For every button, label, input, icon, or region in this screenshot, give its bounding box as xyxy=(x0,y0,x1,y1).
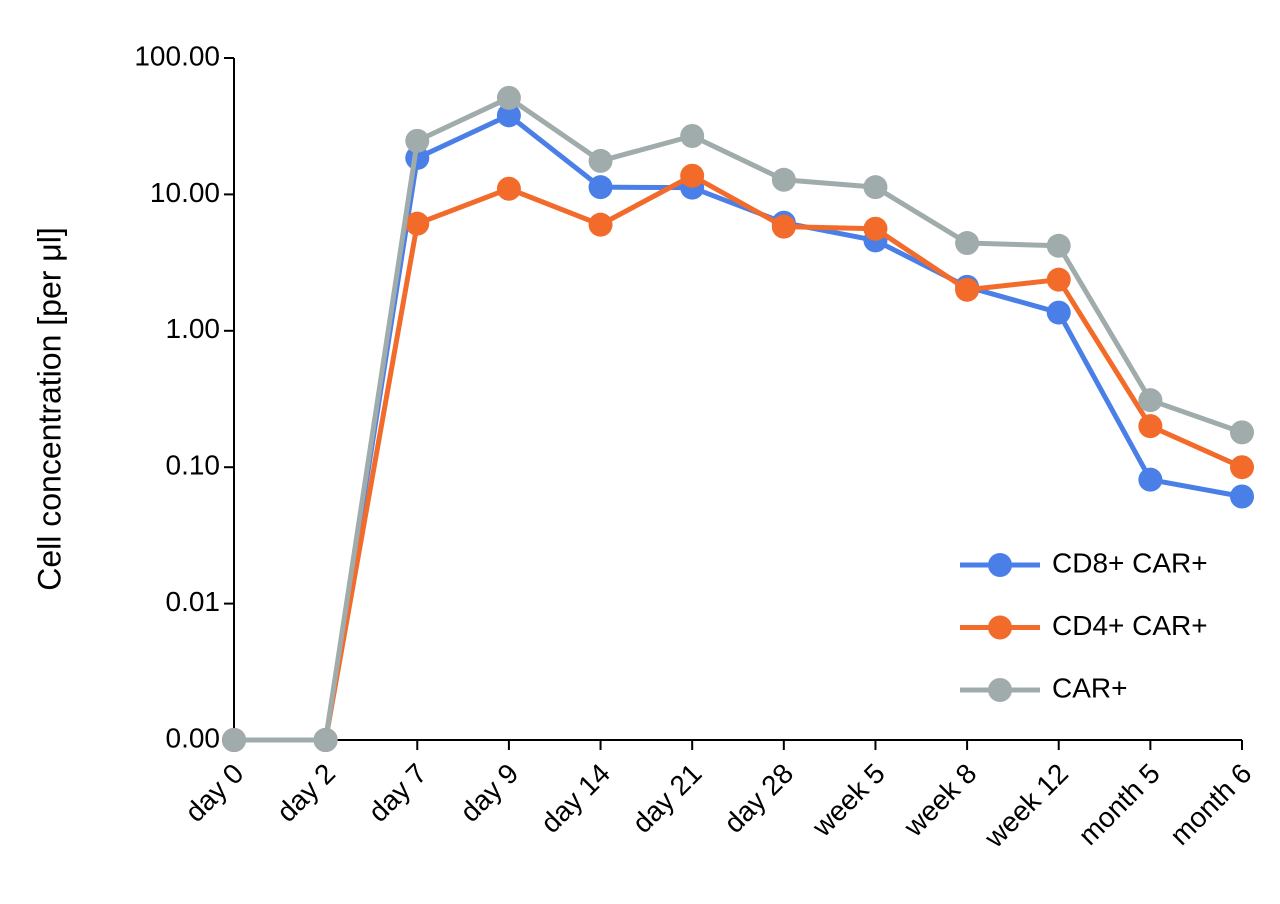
y-tick-label: 100.00 xyxy=(134,40,220,71)
y-tick-label: 0.10 xyxy=(166,450,221,481)
data-point xyxy=(496,103,521,128)
x-tick-label: day 9 xyxy=(454,758,524,828)
legend-label: CAR+ xyxy=(1052,672,1127,703)
legend-marker xyxy=(988,553,1012,577)
data-point xyxy=(1138,388,1163,413)
x-tick-label: day 21 xyxy=(626,758,707,839)
legend-label: CD4+ CAR+ xyxy=(1052,610,1208,641)
legend-marker xyxy=(988,615,1012,640)
data-point xyxy=(955,277,980,302)
data-point xyxy=(863,216,888,241)
y-tick-label: 1.00 xyxy=(166,313,221,344)
data-point xyxy=(1230,455,1254,480)
data-point xyxy=(1138,467,1163,492)
data-point xyxy=(588,148,613,173)
series-line xyxy=(234,112,1243,743)
x-tick-label: day 14 xyxy=(535,758,616,839)
data-point xyxy=(588,212,613,237)
x-tick-label: day 0 xyxy=(179,758,249,828)
x-tick-label: month 5 xyxy=(1072,758,1165,851)
data-point xyxy=(313,728,338,752)
legend-label: CD8+ CAR+ xyxy=(1052,547,1208,578)
data-point xyxy=(222,728,246,752)
data-point xyxy=(1230,484,1254,509)
data-point xyxy=(496,85,521,110)
data-point xyxy=(1138,414,1163,439)
y-tick-label: 0.01 xyxy=(166,586,221,617)
data-point xyxy=(1046,267,1071,292)
x-tick-label: week 12 xyxy=(978,758,1074,854)
data-point xyxy=(680,163,705,188)
x-tick-label: day 28 xyxy=(718,758,799,839)
data-point xyxy=(405,211,430,236)
y-axis-label: Cell concentration [per μl] xyxy=(31,227,67,591)
y-tick-label: 0.00 xyxy=(166,722,221,753)
data-point xyxy=(405,128,430,153)
data-point xyxy=(588,175,613,200)
x-tick-label: month 6 xyxy=(1164,758,1257,851)
data-point xyxy=(771,167,796,192)
data-point xyxy=(1046,300,1071,325)
legend-marker xyxy=(988,678,1012,702)
x-tick-label: day 7 xyxy=(362,758,432,828)
x-tick-label: day 2 xyxy=(271,758,341,828)
x-tick-label: week 8 xyxy=(897,758,982,843)
data-point xyxy=(1230,420,1254,445)
series-line xyxy=(234,95,1243,743)
data-point xyxy=(496,176,521,201)
data-point xyxy=(1046,233,1071,258)
y-tick-label: 10.00 xyxy=(150,177,220,208)
series-line xyxy=(234,173,1244,743)
data-point xyxy=(955,231,980,256)
x-tick-label: week 5 xyxy=(806,758,891,843)
data-point xyxy=(863,175,888,200)
data-point xyxy=(680,124,705,149)
data-point xyxy=(771,214,796,239)
